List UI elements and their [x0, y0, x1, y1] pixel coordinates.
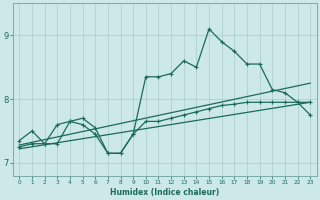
X-axis label: Humidex (Indice chaleur): Humidex (Indice chaleur): [110, 188, 220, 197]
